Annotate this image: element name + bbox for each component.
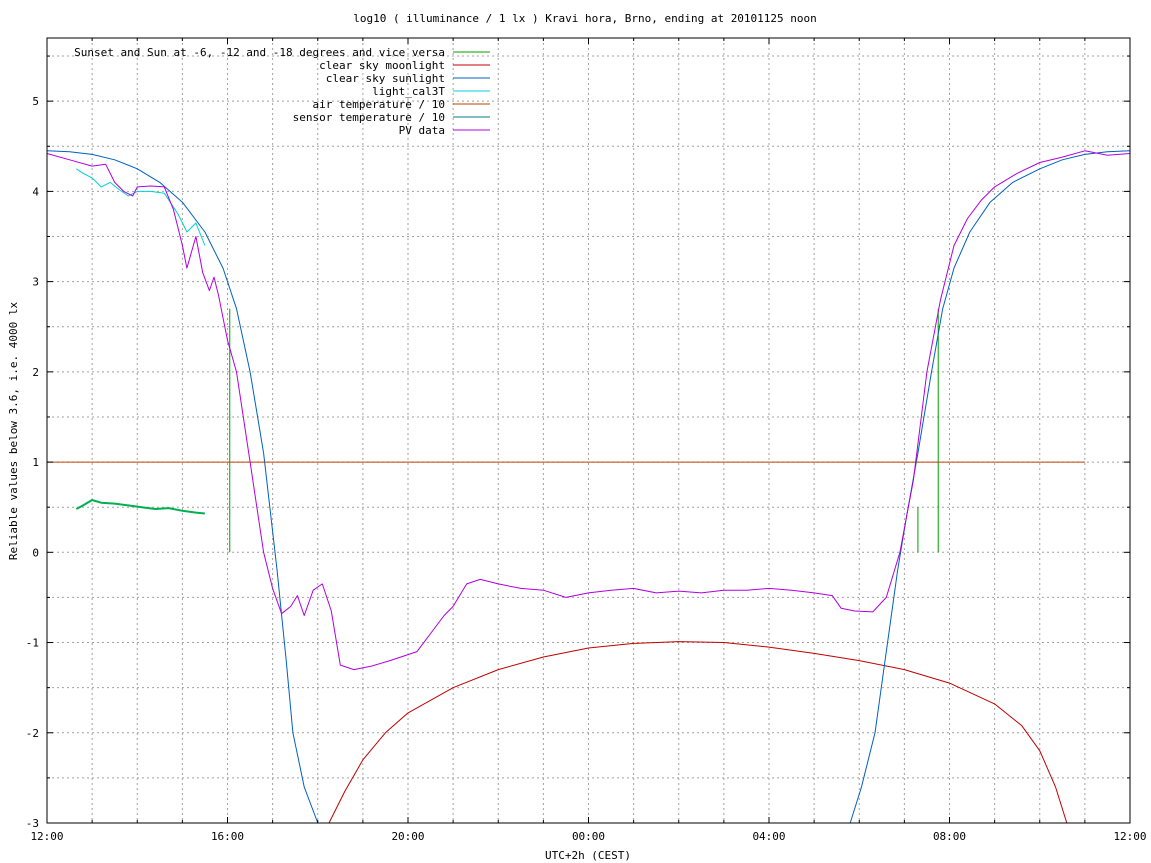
series-7 xyxy=(75,499,205,515)
x-tick-label: 00:00 xyxy=(572,830,605,843)
y-axis-label: Reliable values below 3.6, i.e. 4000 lx xyxy=(7,301,20,560)
legend-label: clear sky sunlight xyxy=(326,72,445,85)
tick-marks xyxy=(46,38,1131,824)
series-line xyxy=(46,150,1131,671)
y-tick-label: 2 xyxy=(32,366,39,379)
legend-label: PV data xyxy=(399,124,445,137)
legend-label: air temperature / 10 xyxy=(313,98,445,111)
y-tick-label: 5 xyxy=(32,95,39,108)
series-line xyxy=(328,641,1068,824)
legend-label: light_cal3T xyxy=(372,85,445,98)
y-tick-label: 4 xyxy=(32,185,39,198)
x-tick-label: 20:00 xyxy=(391,830,424,843)
series-line xyxy=(75,499,205,515)
legend-label: clear sky moonlight xyxy=(319,59,445,72)
y-tick-label: 3 xyxy=(32,276,39,289)
y-tick-label: -3 xyxy=(26,817,39,830)
series-3 xyxy=(76,168,206,246)
series-1 xyxy=(328,641,1068,824)
x-tick-label: 12:00 xyxy=(1113,830,1146,843)
y-tick-label: -2 xyxy=(26,727,39,740)
y-tick-label: 0 xyxy=(32,546,39,559)
y-tick-label: 1 xyxy=(32,456,39,469)
y-tick-label: -1 xyxy=(26,637,39,650)
x-axis-label: UTC+2h (CEST) xyxy=(545,849,631,862)
x-tick-label: 08:00 xyxy=(933,830,966,843)
legend-label: Sunset and Sun at -6, -12 and -18 degree… xyxy=(74,46,445,59)
x-tick-label: 12:00 xyxy=(30,830,63,843)
chart-title: log10 ( illuminance / 1 lx ) Kravi hora,… xyxy=(353,12,817,25)
x-tick-label: 16:00 xyxy=(211,830,244,843)
series-line xyxy=(76,168,206,246)
legend-label: sensor temperature / 10 xyxy=(293,111,445,124)
series-6 xyxy=(46,150,1131,671)
legend: Sunset and Sun at -6, -12 and -18 degree… xyxy=(74,46,490,137)
x-tick-label: 04:00 xyxy=(752,830,785,843)
tick-labels: 12:00 16:00 20:00 00:00 04:00 08:00 12:00-3-2-… xyxy=(26,95,1147,843)
